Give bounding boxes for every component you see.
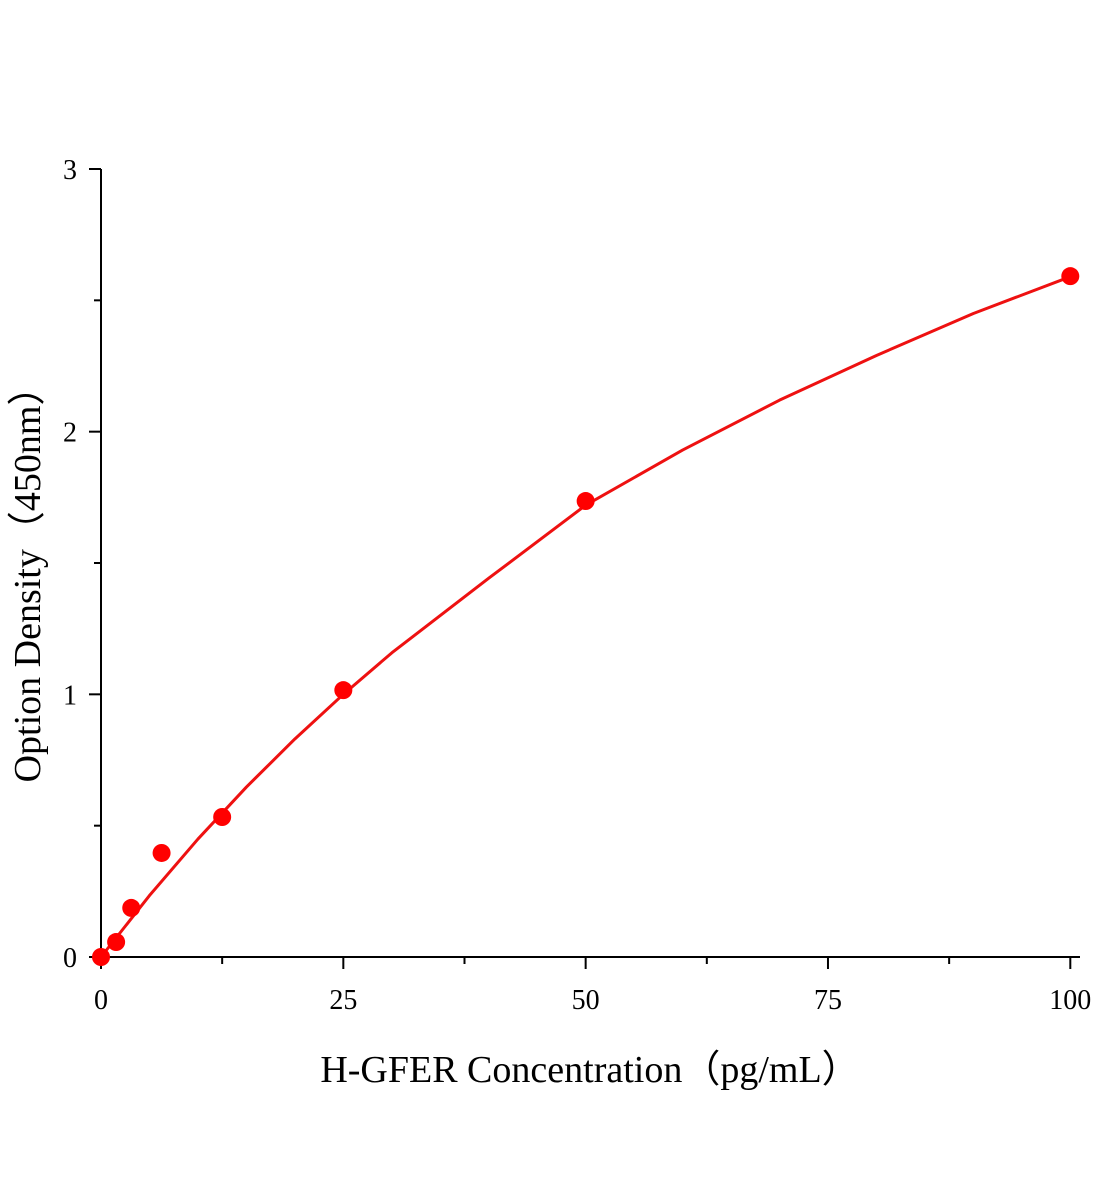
x-tick-label: 0 [94, 985, 108, 1016]
data-point [334, 681, 353, 700]
data-point [107, 933, 126, 952]
data-point [1061, 267, 1080, 286]
x-tick-label: 100 [1049, 985, 1091, 1016]
y-tick-label: 0 [63, 943, 77, 974]
x-tick-label: 25 [329, 985, 357, 1016]
data-point [576, 492, 595, 511]
data-point [92, 948, 110, 966]
x-tick-label: 50 [572, 985, 600, 1016]
data-point [122, 898, 141, 917]
x-axis-label: H-GFER Concentration（pg/mL） [320, 1049, 859, 1091]
data-point [152, 843, 171, 862]
y-tick-label: 2 [63, 418, 77, 449]
fit-curve [99, 275, 1071, 958]
x-tick-label: 75 [814, 985, 842, 1016]
data-point [213, 807, 232, 826]
y-tick-label: 1 [63, 680, 77, 711]
y-tick-label: 3 [63, 155, 77, 186]
y-axis-label: Option Density（450nm） [7, 368, 49, 783]
